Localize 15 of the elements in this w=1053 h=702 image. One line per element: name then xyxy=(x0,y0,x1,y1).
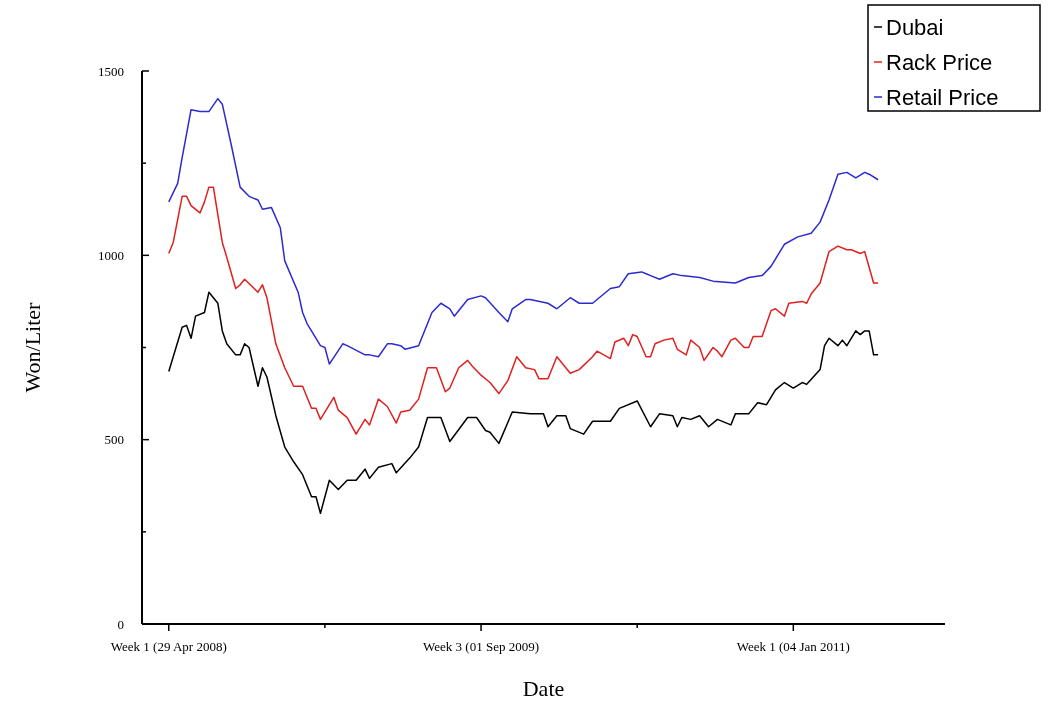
line-series xyxy=(168,186,879,435)
line-series xyxy=(168,291,879,515)
line-series xyxy=(168,97,879,365)
y-tick-label: 0 xyxy=(117,616,124,632)
legend-label: Dubai xyxy=(886,14,944,40)
y-axis-title: Won/Liter xyxy=(20,301,45,393)
x-axis-title: Date xyxy=(522,676,565,701)
x-tick-label: Week 3 (01 Sep 2009) xyxy=(423,639,540,654)
y-tick-label: 500 xyxy=(104,432,124,448)
legend-label: Rack Price xyxy=(886,49,993,75)
x-tick-label: Week 1 (29 Apr 2008) xyxy=(110,639,227,654)
y-tick-label: 1000 xyxy=(98,247,124,263)
y-tick-label: 1500 xyxy=(98,63,124,79)
x-tick-label: Week 1 (04 Jan 2011) xyxy=(736,639,850,654)
legend-label: Retail Price xyxy=(886,84,999,110)
